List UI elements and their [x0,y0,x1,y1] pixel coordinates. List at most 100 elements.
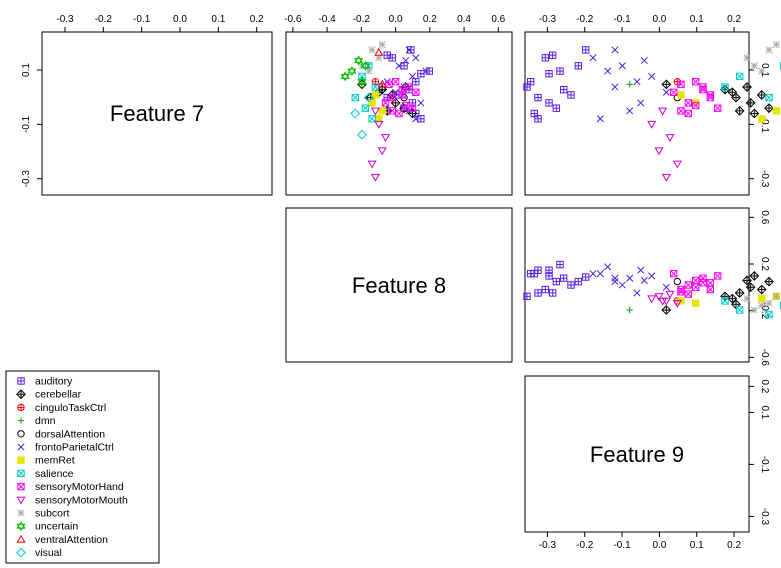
data-point-frontoParietalCtrl [648,72,656,80]
data-point-dmn [626,306,633,314]
legend-marker [17,377,25,385]
legend-item-sensoryMotorHand: sensoryMotorHand [17,481,124,493]
tick-label: -0.3 [539,540,557,551]
legend-marker [17,482,25,491]
legend-item-uncertain: uncertain [16,521,78,533]
points-layer [340,41,781,319]
data-point-sensoryMotorMouth [665,134,675,143]
data-point-sensoryMotorHand [412,88,420,96]
tick-label: 0.2 [727,540,741,551]
data-point-sensoryMotorHand [691,283,700,291]
data-point-memRet [757,294,766,303]
panel-frame [285,207,513,363]
data-point-sensoryMotorHand [706,279,715,287]
data-point-salience [735,306,744,314]
data-point-subcort [378,41,386,49]
legend-item-auditory: auditory [17,376,73,388]
data-point-uncertain [360,60,370,71]
data-point-sensoryMotorMouth [654,147,664,156]
data-point-memRet [378,107,386,115]
legend-item-cerebellar: cerebellar [16,389,82,401]
legend-label: sensoryMotorMouth [35,494,128,506]
data-point-cerebellar [749,108,760,119]
data-point-cerebellar [745,282,756,293]
data-point-uncertain [357,76,367,87]
legend-item-ventralAttention: ventralAttention [16,534,108,546]
data-point-cerebellar [661,79,672,90]
legend-marker [16,496,26,505]
data-point-auditory [548,289,557,297]
data-point-subcort [743,295,751,303]
data-point-sensoryMotorMouth [665,290,675,299]
data-point-sensoryMotorMouth [658,107,668,116]
data-point-auditory [534,266,542,274]
data-point-visual [350,108,361,119]
data-point-sensoryMotorHand [398,91,407,99]
data-point-sensoryMotorMouth [380,134,391,143]
data-point-sensoryMotorMouth [654,293,664,302]
data-point-auditory [545,266,553,274]
data-point-ventralAttention [377,79,387,88]
data-point-frontoParietalCtrl [648,272,656,280]
data-point-salience [721,297,729,305]
data-point-auditory [581,46,590,54]
data-point-auditory [559,274,568,282]
data-point-cerebellar [742,82,752,92]
data-point-salience [361,104,370,112]
data-point-memRet [368,99,376,107]
data-point-cerebellar [734,105,745,116]
data-point-subcort [772,41,780,49]
data-point-frontoParietalCtrl [604,67,612,75]
data-point-auditory [412,78,420,86]
legend-marker [16,521,26,532]
data-point-auditory [417,115,425,123]
data-point-frontoParietalCtrl [662,283,670,291]
data-point-sensoryMotorHand [713,104,722,112]
legend-marker [16,534,26,543]
data-point-sensoryMotorHand [684,281,693,289]
data-point-cerebellar [661,305,672,315]
legend: auditorycerebellarcinguloTaskCtrldmndors… [16,376,128,559]
legend-marker [17,430,25,438]
tick-label: 0.4 [457,14,471,25]
data-point-sensoryMotorHand [381,99,390,107]
tick-label: -0.1 [759,456,770,474]
tick-label: 0.2 [250,14,264,25]
tick-label: -0.3 [759,170,770,188]
data-point-sensoryMotorHand [713,272,722,280]
legend-label: cinguloTaskCtrl [35,402,106,414]
tick-label: -0.3 [759,508,770,526]
data-point-auditory [545,99,553,107]
data-point-frontoParietalCtrl [618,281,626,289]
data-point-cerebellar [756,284,767,295]
data-point-memRet [677,91,685,99]
legend-label: visual [35,547,62,559]
data-point-auditory [559,85,568,94]
data-point-subcort [758,67,766,75]
legend-marker [17,509,25,517]
data-point-frontoParietalCtrl [589,270,597,278]
data-point-frontoParietalCtrl [633,289,641,297]
tick-label: -0.2 [576,14,594,25]
tick-label: -0.1 [21,115,32,133]
data-point-frontoParietalCtrl [640,276,648,285]
legend-label: frontoParietalCtrl [35,442,114,454]
data-point-sensoryMotorHand [391,78,400,86]
tick-label: -0.2 [95,14,113,25]
legend-label: sensoryMotorHand [35,481,124,493]
tick-label: -0.2 [759,302,770,320]
data-point-frontoParietalCtrl [417,99,425,107]
legend-label: ventralAttention [35,534,108,546]
data-point-sensoryMotorHand [677,80,685,89]
data-point-frontoParietalCtrl [618,62,626,70]
data-point-sensoryMotorHand [691,78,700,86]
data-point-auditory [541,54,550,62]
data-point-uncertain [340,71,350,82]
data-point-auditory [556,260,564,269]
tick-label: -0.1 [613,14,631,25]
tick-label: 0.6 [759,210,770,224]
tick-label: 0.2 [759,257,770,271]
legend-marker [16,389,26,400]
tick-label: -0.3 [56,14,74,25]
data-point-cerebellar [756,90,767,100]
